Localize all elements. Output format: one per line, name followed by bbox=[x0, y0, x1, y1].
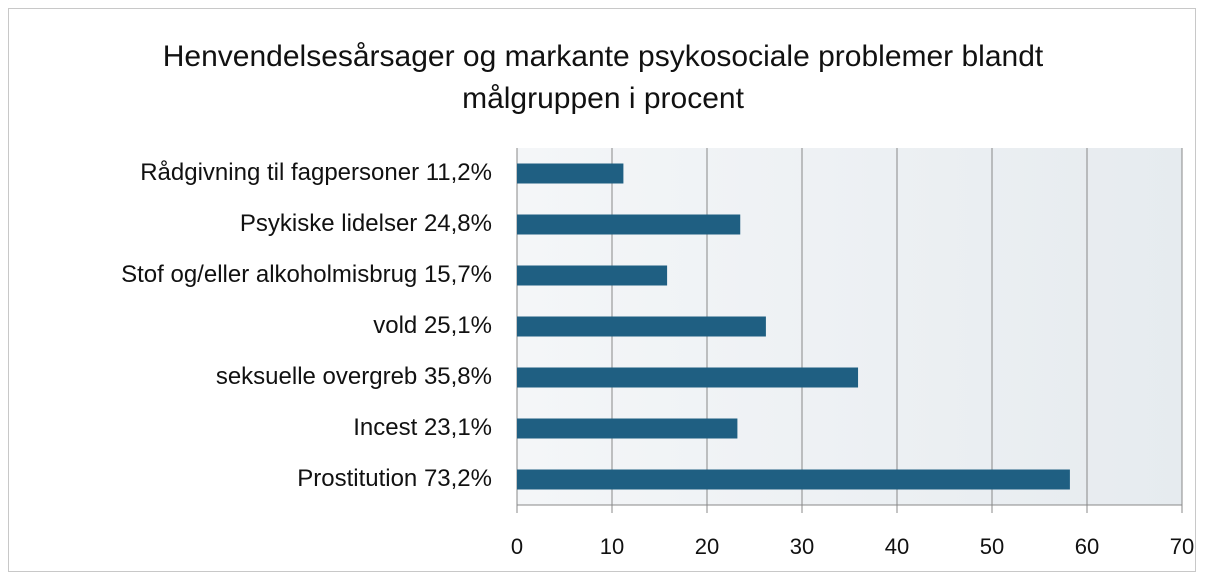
y-tick-label: Incest 23,1% bbox=[353, 414, 492, 441]
bar bbox=[517, 163, 624, 184]
bar bbox=[517, 265, 668, 286]
x-tick-label: 30 bbox=[790, 534, 814, 559]
x-tick-label: 40 bbox=[885, 534, 909, 559]
x-tick-label: 50 bbox=[980, 534, 1004, 559]
x-tick-label: 0 bbox=[511, 534, 523, 559]
y-tick-label: Stof og/eller alkoholmisbrug 15,7% bbox=[121, 261, 492, 288]
x-tick-label: 60 bbox=[1075, 534, 1099, 559]
bar bbox=[517, 316, 766, 337]
x-tick-label: 20 bbox=[695, 534, 719, 559]
bar bbox=[517, 469, 1070, 490]
bar bbox=[517, 214, 741, 235]
chart-frame bbox=[8, 8, 1196, 572]
y-tick-label: Prostitution 73,2% bbox=[297, 465, 492, 492]
y-tick-label: seksuelle overgreb 35,8% bbox=[216, 363, 492, 390]
chart-title: Henvendelsesårsager og markante psykosoc… bbox=[162, 40, 1044, 115]
y-tick-label: Rådgivning til fagpersoner 11,2% bbox=[140, 159, 492, 186]
y-tick-label: vold 25,1% bbox=[373, 312, 492, 339]
x-tick-label: 70 bbox=[1170, 534, 1194, 559]
y-tick-label: Psykiske lidelser 24,8% bbox=[240, 210, 492, 237]
bar bbox=[517, 367, 859, 388]
bar bbox=[517, 418, 738, 439]
x-tick-label: 10 bbox=[600, 534, 624, 559]
